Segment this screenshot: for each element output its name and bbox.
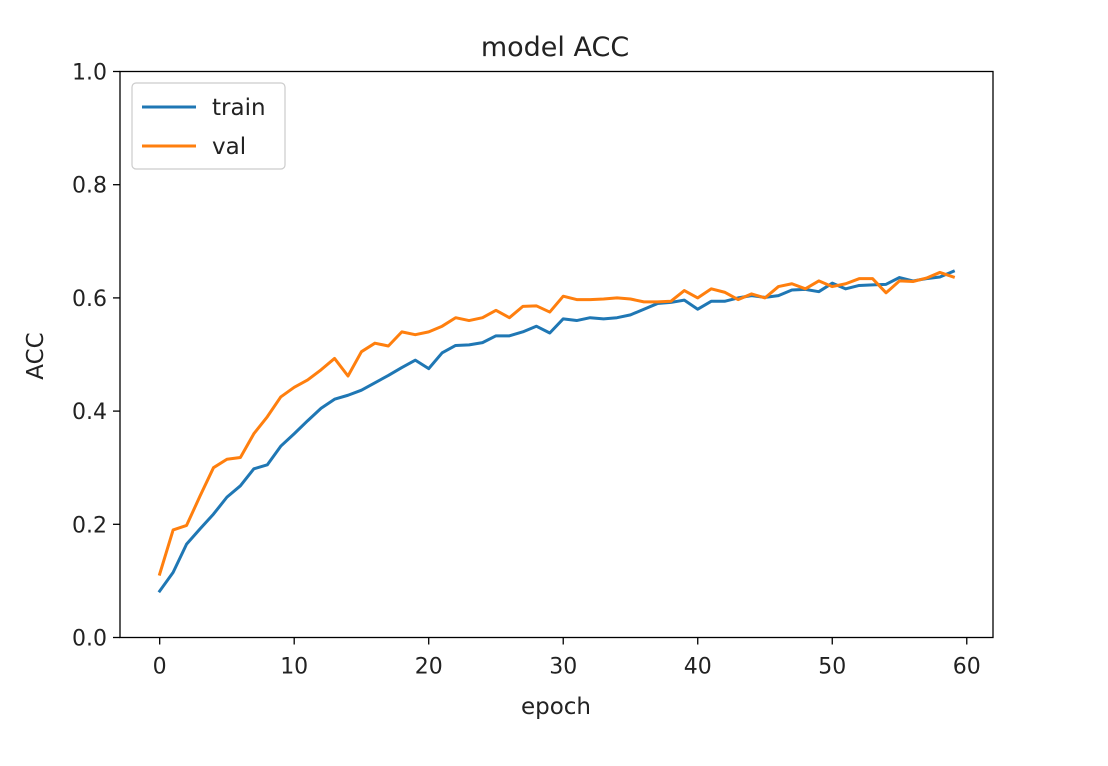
- x-tick-label: 10: [280, 655, 308, 680]
- plot-frame: [119, 70, 994, 639]
- chart-title: model ACC: [481, 32, 629, 63]
- x-tick-label: 20: [415, 655, 443, 680]
- series-line-train: [157, 269, 956, 594]
- y-tick-label: 1.0: [72, 61, 107, 86]
- y-tick-label: 0.4: [72, 400, 107, 425]
- x-tick-label: 30: [549, 655, 577, 680]
- x-tick-label: 0: [153, 655, 167, 680]
- y-tick-label: 0.8: [72, 174, 107, 199]
- x-axis: 0 10 20 30 40 50 60: [153, 637, 981, 680]
- plot-series: [157, 269, 956, 594]
- y-axis: 0.0 0.2 0.4 0.6 0.8 1.0: [72, 61, 120, 652]
- y-tick-label: 0.6: [72, 287, 107, 312]
- x-tick-label: 60: [953, 655, 981, 680]
- y-tick-label: 0.0: [72, 627, 107, 652]
- x-tick-label: 50: [818, 655, 846, 680]
- legend: train val: [131, 82, 286, 170]
- x-axis-label: epoch: [521, 694, 591, 720]
- y-axis-label: ACC: [23, 332, 49, 379]
- series-line-val: [157, 270, 956, 576]
- legend-label-train: train: [212, 95, 266, 121]
- x-tick-label: 40: [684, 655, 712, 680]
- legend-label-val: val: [212, 134, 246, 160]
- y-tick-label: 0.2: [72, 513, 107, 538]
